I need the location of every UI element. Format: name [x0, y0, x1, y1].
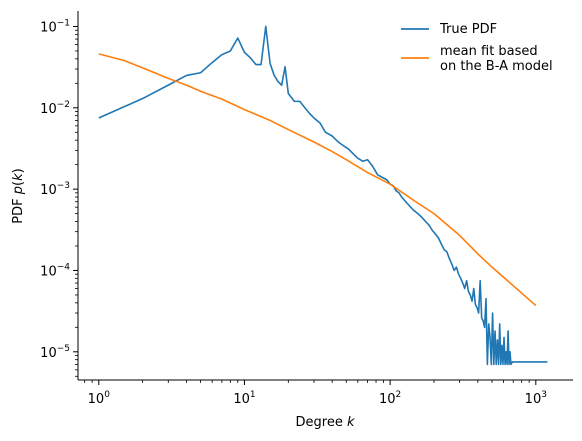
series-line-1	[98, 25, 548, 366]
y-tick-label-2: 10−4	[40, 262, 70, 279]
legend-label-2: on the B-A model	[440, 59, 553, 74]
legend-label-1: True PDF	[439, 22, 497, 37]
x-ticks: 100 101 102 103	[84, 380, 547, 407]
x-axis-label: Degree k	[296, 415, 355, 430]
x-tick-label-1: 100	[88, 390, 111, 407]
y-tick-label-1: 10−5	[40, 344, 70, 361]
x-tick-label-2: 101	[233, 390, 255, 407]
series-line-2	[98, 53, 537, 307]
y-ticks: 10−5 10−4 10−3 10−2 10−1	[40, 18, 78, 377]
series-layer	[98, 25, 548, 366]
y-tick-label-3: 10−3	[40, 181, 70, 198]
y-tick-label-5: 10−1	[40, 18, 70, 35]
x-tick-label-4: 103	[525, 390, 547, 407]
x-tick-label-3: 102	[379, 390, 401, 407]
legend-label-2: mean fit based	[440, 44, 538, 59]
y-axis-label: PDF p(k)	[11, 168, 26, 223]
y-tick-label-4: 10−2	[40, 100, 70, 117]
